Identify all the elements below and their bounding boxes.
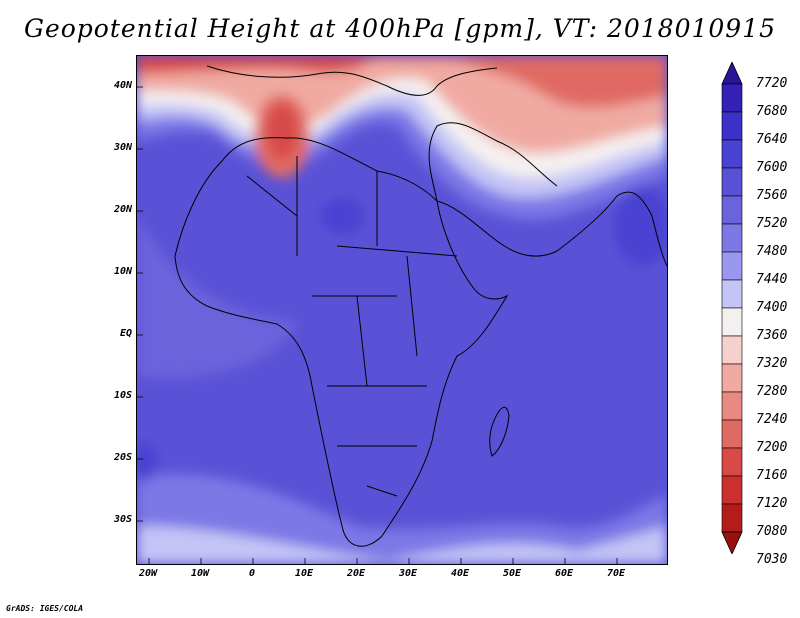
coastlines <box>174 65 667 547</box>
colorbar-level-label: 7520 <box>756 216 788 231</box>
colorbar-level-label: 7080 <box>756 524 788 539</box>
colorbar-segment <box>721 307 743 337</box>
height-field-map <box>137 56 667 564</box>
lat-label-20n: 20N <box>113 204 132 215</box>
lon-label-70e: 70E <box>606 568 626 579</box>
colorbar-segment <box>721 363 743 393</box>
lon-label-10w: 10W <box>190 568 210 579</box>
madagascar-outline <box>489 406 510 457</box>
colorbar-segment <box>721 279 743 309</box>
colorbar-level-label: 7400 <box>756 300 788 315</box>
lon-label-30e: 30E <box>398 568 418 579</box>
colorbar-segment <box>721 503 743 533</box>
lat-label-30n: 30N <box>113 142 132 153</box>
colorbar-segment <box>721 223 743 253</box>
chart-title: Geopotential Height at 400hPa [gpm], VT:… <box>23 14 777 43</box>
colorbar-segment <box>721 475 743 505</box>
grid-ticks <box>137 86 618 564</box>
lon-label-40e: 40E <box>450 568 470 579</box>
lon-label-60e: 60E <box>554 568 574 579</box>
colorbar-segment <box>721 447 743 477</box>
lat-label-20s: 20S <box>113 452 132 463</box>
colorbar-level-label: 7120 <box>756 496 788 511</box>
colorbar-level-label: 7030 <box>756 552 788 567</box>
lon-label-20w: 20W <box>138 568 158 579</box>
lon-label-10e: 10E <box>294 568 314 579</box>
colorbar <box>721 62 743 554</box>
field-shading <box>137 56 667 564</box>
colorbar-segment <box>721 111 743 141</box>
colorbar-segment <box>721 83 743 113</box>
lat-label-40n: 40N <box>113 80 132 91</box>
colorbar-level-label: 7280 <box>756 384 788 399</box>
colorbar-segment <box>721 251 743 281</box>
colorbar-level-label: 7640 <box>756 132 788 147</box>
lat-label-10n: 10N <box>113 266 132 277</box>
colorbar-segment <box>721 335 743 365</box>
colorbar-level-label: 7160 <box>756 468 788 483</box>
colorbar-top-triangle <box>721 62 743 85</box>
colorbar-segment <box>721 419 743 449</box>
colorbar-level-label: 7680 <box>756 104 788 119</box>
colorbar-segment <box>721 167 743 197</box>
lat-label-30s: 30S <box>113 514 132 525</box>
colorbar-level-label: 7440 <box>756 272 788 287</box>
lat-label-10s: 10S <box>113 390 132 401</box>
colorbar-level-label: 7200 <box>756 440 788 455</box>
colorbar-segment <box>721 139 743 169</box>
colorbar-level-label: 7480 <box>756 244 788 259</box>
lon-label-0: 0 <box>248 568 256 579</box>
colorbar-segment <box>721 195 743 225</box>
colorbar-level-label: 7600 <box>756 160 788 175</box>
colorbar-bottom-triangle <box>721 531 743 554</box>
colorbar-level-label: 7360 <box>756 328 788 343</box>
colorbar-level-label: 7320 <box>756 356 788 371</box>
lat-label-eq: EQ <box>119 328 132 339</box>
colorbar-level-label: 7560 <box>756 188 788 203</box>
lon-label-20e: 20E <box>346 568 366 579</box>
colorbar-level-label: 7720 <box>756 76 788 91</box>
lon-label-50e: 50E <box>502 568 522 579</box>
colorbar-level-label: 7240 <box>756 412 788 427</box>
colorbar-segment <box>721 391 743 421</box>
grads-credit: GrADS: IGES/COLA <box>6 604 84 613</box>
map-frame <box>136 55 668 565</box>
